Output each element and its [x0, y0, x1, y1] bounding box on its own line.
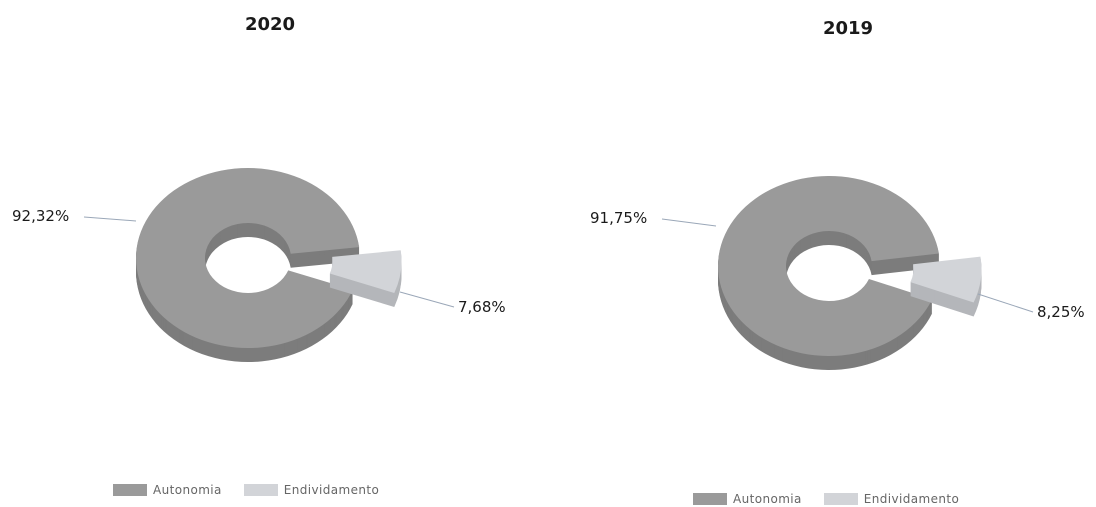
legend-swatch-autonomia	[693, 493, 727, 505]
leader-line	[977, 293, 1034, 313]
slice-endividamento	[910, 256, 982, 303]
legend-label-endividamento: Endividamento	[863, 492, 960, 506]
leader-line	[661, 218, 717, 227]
leader-line	[83, 216, 137, 222]
data-label-endividamento: 7,68%	[458, 298, 506, 316]
legend-item-autonomia: Autonomia	[113, 483, 222, 497]
data-label-endividamento: 8,25%	[1037, 303, 1085, 321]
chart-legend: Autonomia Endividamento	[113, 483, 379, 497]
slice-autonomia	[718, 176, 939, 357]
chart-panel-2020: 2020 92,32% 7,68% Autonomia Endividamento	[12, 14, 506, 497]
slice-endividamento	[329, 250, 402, 293]
legend-item-endividamento: Endividamento	[823, 492, 960, 506]
legend-swatch-autonomia	[113, 484, 147, 496]
legend-label-autonomia: Autonomia	[733, 492, 802, 506]
legend-swatch-endividamento	[243, 484, 278, 496]
chart-title: 2019	[822, 18, 874, 39]
leader-line	[399, 291, 455, 308]
legend-label-endividamento: Endividamento	[283, 483, 380, 497]
legend-item-endividamento: Endividamento	[243, 483, 380, 497]
slice-autonomia	[136, 168, 360, 349]
legend-label-autonomia: Autonomia	[153, 483, 222, 497]
donut-chart: 91,75% 8,25%	[590, 176, 1085, 371]
legend-swatch-endividamento	[823, 493, 858, 505]
data-label-autonomia: 91,75%	[590, 209, 647, 227]
chart-panel-2019: 2019 91,75% 8,25% Autonomia Endividamento	[548, 0, 1096, 507]
legend-item-autonomia: Autonomia	[693, 492, 802, 506]
data-label-autonomia: 92,32%	[12, 207, 69, 225]
chart-legend: Autonomia Endividamento	[693, 492, 959, 506]
chart-title: 2020	[244, 14, 296, 35]
donut-chart: 92,32% 7,68%	[12, 168, 506, 362]
